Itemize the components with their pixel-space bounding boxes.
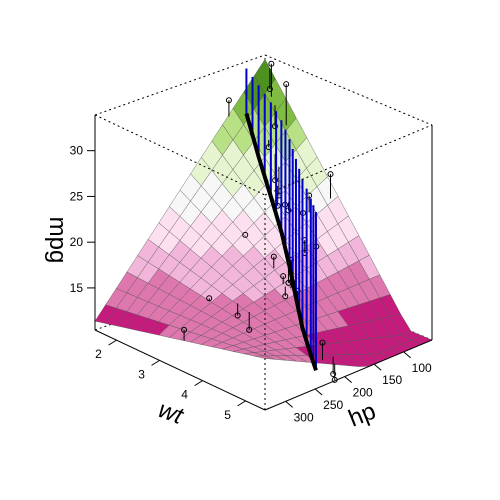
data-point (246, 326, 253, 333)
x-tick-label: 5 (224, 408, 231, 422)
box-edge-top-front-right (264, 124, 433, 196)
data-point (271, 123, 278, 130)
z-tick-label: 30 (70, 144, 84, 158)
axis-ticks: 2 3 4 5 100 150 200 250 300 15 20 25 30 (70, 144, 432, 425)
x-tick (237, 400, 246, 407)
z-tick-label: 20 (70, 235, 84, 249)
y-tick (403, 351, 412, 359)
data-point (225, 97, 232, 104)
data-point (327, 171, 334, 178)
x-tick-label: 2 (95, 347, 102, 361)
x-tick (151, 359, 160, 366)
z-tick-label: 15 (70, 281, 84, 295)
x-tick-label: 4 (181, 388, 188, 402)
data-point (242, 231, 249, 238)
data-point (181, 326, 188, 333)
data-point (330, 371, 337, 378)
data-point (268, 60, 275, 67)
box-edge-top-front-left (94, 114, 266, 196)
box-edge-front-left (94, 329, 266, 411)
z-axis-label: mpg (44, 217, 71, 264)
box-edge-top-back-left (94, 54, 266, 116)
data-point (206, 295, 213, 302)
y-tick (373, 363, 382, 371)
data-point (280, 273, 287, 280)
y-tick-label: 200 (353, 386, 373, 400)
z-tick-label: 25 (70, 189, 84, 203)
fitted-curve (244, 112, 318, 371)
y-tick-label: 150 (382, 373, 402, 387)
surface-mesh (94, 58, 433, 367)
box-edge-top-back-right (264, 54, 433, 126)
fitted-line (244, 112, 318, 371)
drop-lines (245, 68, 317, 371)
y-tick-label: 100 (412, 361, 432, 375)
y-tick (344, 376, 352, 383)
y-tick-label: 300 (294, 410, 314, 424)
data-point (283, 81, 290, 88)
data-point (282, 293, 289, 300)
x-tick (194, 380, 203, 387)
x-tick-label: 3 (138, 367, 145, 381)
y-tick (285, 400, 293, 408)
data-point (234, 312, 241, 319)
y-tick (314, 388, 323, 396)
data-point (319, 339, 326, 346)
x-tick (108, 339, 117, 346)
y-tick-label: 250 (323, 398, 343, 412)
data-point (266, 86, 273, 93)
y-axis-label: hp (345, 398, 380, 433)
data-point (270, 253, 277, 260)
